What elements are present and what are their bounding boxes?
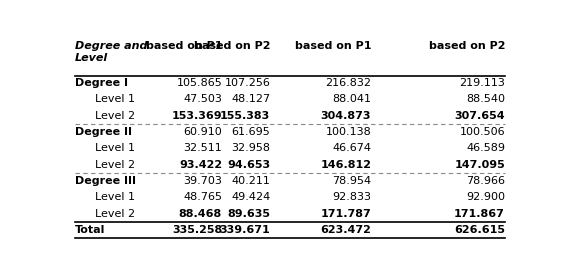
Text: 626.615: 626.615 [454,225,505,235]
Text: 61.695: 61.695 [231,127,271,137]
Text: 171.787: 171.787 [320,208,371,219]
Text: 153.369: 153.369 [171,111,222,121]
Text: Level 2: Level 2 [95,208,135,219]
Text: 216.832: 216.832 [325,78,371,88]
Text: 171.867: 171.867 [454,208,505,219]
Text: 32.511: 32.511 [183,143,222,153]
Text: 92.900: 92.900 [466,192,505,202]
Text: 39.703: 39.703 [183,176,222,186]
Text: 92.833: 92.833 [332,192,371,202]
Text: Level 1: Level 1 [95,192,135,202]
Text: Level 2: Level 2 [95,111,135,121]
Text: 32.958: 32.958 [231,143,271,153]
Text: 304.873: 304.873 [321,111,371,121]
Text: 78.954: 78.954 [332,176,371,186]
Text: based on P2: based on P2 [194,42,271,51]
Text: 146.812: 146.812 [320,160,371,170]
Text: based on P1: based on P1 [295,42,371,51]
Text: 46.589: 46.589 [466,143,505,153]
Text: Degree III: Degree III [75,176,136,186]
Text: 88.540: 88.540 [466,94,505,104]
Text: 107.256: 107.256 [225,78,271,88]
Text: Level 1: Level 1 [95,94,135,104]
Text: 94.653: 94.653 [227,160,271,170]
Text: 105.865: 105.865 [177,78,222,88]
Text: 100.506: 100.506 [460,127,505,137]
Text: 147.095: 147.095 [454,160,505,170]
Text: based on P2: based on P2 [428,42,505,51]
Text: 623.472: 623.472 [320,225,371,235]
Text: 307.654: 307.654 [454,111,505,121]
Text: Total: Total [75,225,105,235]
Text: 78.966: 78.966 [466,176,505,186]
Text: 155.383: 155.383 [220,111,271,121]
Text: 335.258: 335.258 [172,225,222,235]
Text: 339.671: 339.671 [220,225,271,235]
Text: 88.041: 88.041 [332,94,371,104]
Text: 88.468: 88.468 [179,208,222,219]
Text: 60.910: 60.910 [183,127,222,137]
Text: 48.765: 48.765 [183,192,222,202]
Text: Level 2: Level 2 [95,160,135,170]
Text: 93.422: 93.422 [179,160,222,170]
Text: 49.424: 49.424 [231,192,271,202]
Text: 46.674: 46.674 [332,143,371,153]
Text: 40.211: 40.211 [231,176,271,186]
Text: based on P1: based on P1 [145,42,222,51]
Text: 89.635: 89.635 [228,208,271,219]
Text: Degree II: Degree II [75,127,132,137]
Text: 48.127: 48.127 [231,94,271,104]
Text: Degree and
Level: Degree and Level [75,42,148,63]
Text: 47.503: 47.503 [183,94,222,104]
Text: 219.113: 219.113 [459,78,505,88]
Text: Level 1: Level 1 [95,143,135,153]
Text: Degree I: Degree I [75,78,128,88]
Text: 100.138: 100.138 [325,127,371,137]
